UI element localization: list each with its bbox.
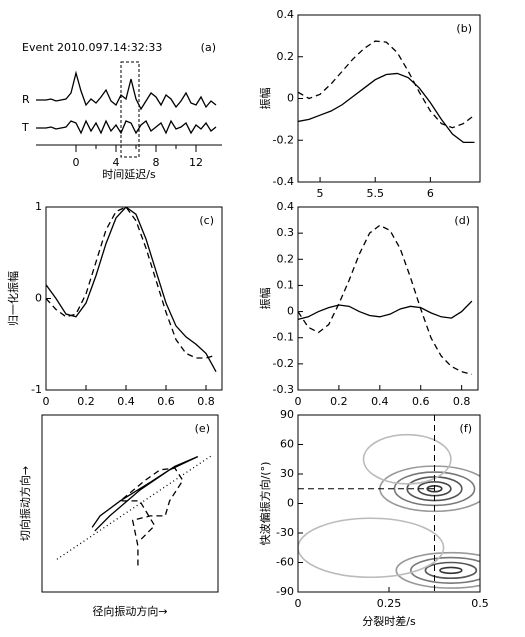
x-tick-label: 0.2: [77, 395, 95, 408]
contour: [395, 551, 480, 589]
plot-area: [298, 224, 473, 375]
contour: [298, 517, 445, 579]
x-tick-label: 0.2: [330, 395, 348, 408]
y-tick-label: 0.2: [277, 50, 295, 63]
panel-label: (f): [460, 422, 472, 435]
x-tick-label: 0.6: [412, 395, 430, 408]
series-line: [36, 119, 217, 135]
panel-label: (b): [456, 22, 472, 35]
y-tick-label: -0.2: [273, 133, 294, 146]
series-line: [298, 72, 475, 143]
y-tick-label: 0: [35, 292, 42, 305]
y-axis-label: 归一化振幅: [6, 271, 20, 326]
contour: [410, 556, 480, 584]
plot-area: [56, 454, 214, 566]
contour: [424, 561, 478, 580]
x-tick-label: 0: [43, 395, 50, 408]
panel: 5 5.5 6 -0.4 -0.2 0 0.2 0.4 (b) 振幅: [258, 8, 481, 200]
frame: [297, 206, 479, 391]
time-window: [120, 61, 140, 158]
y-tick-label: -90: [276, 585, 294, 598]
y-tick-label: 0: [287, 497, 294, 510]
plot-area: [46, 207, 217, 373]
frame: [45, 206, 223, 391]
x-tick-label: 0: [73, 156, 80, 169]
x-tick-label: 0: [295, 597, 302, 610]
plot-area: [298, 40, 475, 143]
x-tick-label: 0.4: [371, 395, 389, 408]
panel: 0 0.25 0.5 -90 -60 -30 0 30 60 90 (f) 分裂时差/s 快波偏振方向/…: [258, 408, 489, 628]
y-tick-label: -30: [276, 526, 294, 539]
series-line: [36, 70, 217, 111]
y-tick-label: -0.2: [273, 357, 294, 370]
panel: (e) 径向振动方向→ 切向振动方向→: [18, 414, 219, 618]
panel-label: (e): [195, 422, 210, 435]
y-tick-label: 0: [287, 92, 294, 105]
y-tick-label: 0.2: [277, 252, 295, 265]
x-tick-label: 0.8: [453, 395, 471, 408]
x-tick-label: 0.25: [377, 597, 402, 610]
panel-label: (c): [199, 214, 214, 227]
y-tick-label: -0.3: [273, 383, 294, 396]
series-line: [46, 207, 217, 359]
x-tick-label: 6: [427, 187, 434, 200]
y-tick-label: 60: [280, 438, 294, 451]
plot-area: [36, 70, 217, 135]
x-axis-label: 径向振动方向→: [92, 604, 167, 618]
panel-label: (a): [201, 41, 216, 54]
y-tick-label: 0: [287, 305, 294, 318]
series-label: R: [22, 93, 30, 106]
x-axis-label: 分裂时差/s: [362, 614, 416, 628]
series-line: [298, 224, 473, 375]
x-tick-label: 4: [113, 156, 120, 169]
y-tick-label: -0.4: [273, 175, 294, 188]
frame: [297, 14, 481, 183]
x-tick-label: 5.5: [366, 187, 384, 200]
y-axis-label: 振幅: [258, 288, 272, 310]
x-tick-label: 0: [295, 395, 302, 408]
y-tick-label: 0.1: [277, 278, 295, 291]
y-tick-label: 30: [280, 467, 294, 480]
y-axis-label: 快波偏振方向/(°): [258, 462, 272, 546]
x-axis-label: 时间延迟/s: [102, 168, 156, 181]
series-line: [298, 40, 475, 129]
series-line: [91, 456, 199, 532]
y-tick-label: 0.4: [277, 200, 295, 213]
y-axis-label: 振幅: [258, 88, 272, 110]
y-tick-label: 0.4: [277, 8, 295, 21]
series-line: [298, 300, 473, 321]
plot-area: [298, 415, 480, 592]
contour: [362, 433, 452, 485]
panel-label: (d): [454, 214, 470, 227]
y-tick-label: -1: [31, 383, 42, 396]
x-tick-label: 0.8: [197, 395, 215, 408]
panel: 0 0.2 0.4 0.6 0.8-101(c)归一化振幅: [6, 200, 223, 408]
y-tick-label: 0.3: [277, 226, 295, 239]
y-tick-label: 1: [35, 200, 42, 213]
contour: [439, 566, 463, 575]
y-tick-label: -60: [276, 556, 294, 569]
y-tick-label: -0.1: [273, 331, 294, 344]
chart-title: Event 2010.097.14:32:33: [22, 41, 162, 54]
x-tick-label: 5: [317, 187, 324, 200]
y-tick-label: 90: [280, 408, 294, 421]
frame: [41, 414, 219, 593]
x-tick-label: 0.6: [157, 395, 175, 408]
panel: 0 4 8 12 Event 2010.097.14:32:33 (a) 时间延迟/s R T: [21, 41, 222, 181]
series-label: T: [21, 121, 29, 134]
y-axis-label: 切向振动方向→: [18, 466, 32, 541]
series-line: [56, 454, 214, 560]
panel: 0 0.2 0.4 0.6 0.8 -0.3 -0.2 -0.1 0 0.1 0.2 0.3 0.4 (d…: [258, 200, 479, 408]
series-line: [118, 467, 184, 566]
x-tick-label: 0.4: [117, 395, 135, 408]
series-line: [46, 207, 217, 373]
x-tick-label: 8: [153, 156, 160, 169]
x-tick-label: 0.5: [471, 597, 489, 610]
x-tick-label: 12: [189, 156, 203, 169]
